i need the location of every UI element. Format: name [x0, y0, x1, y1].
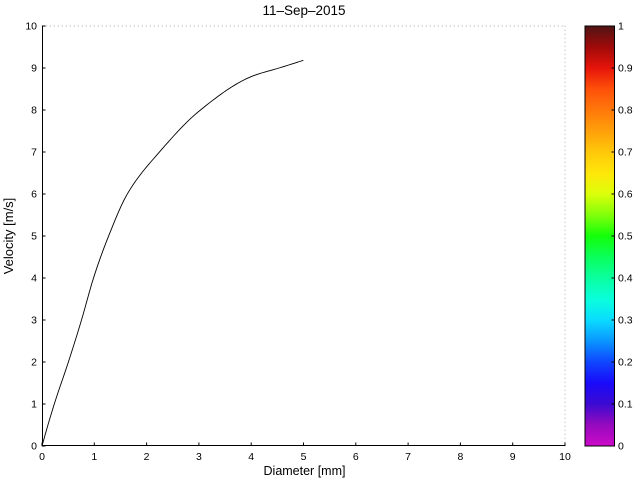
svg-text:1: 1: [91, 451, 97, 463]
svg-text:0.8: 0.8: [618, 105, 633, 117]
svg-text:0.9: 0.9: [618, 63, 633, 75]
svg-text:7: 7: [405, 451, 411, 463]
svg-text:11–Sep–2015: 11–Sep–2015: [262, 3, 345, 18]
svg-text:0.2: 0.2: [618, 357, 633, 369]
svg-text:4: 4: [248, 451, 254, 463]
svg-text:0: 0: [31, 441, 37, 453]
svg-text:3: 3: [196, 451, 202, 463]
svg-text:9: 9: [510, 451, 516, 463]
svg-text:6: 6: [31, 189, 37, 201]
svg-text:10: 10: [559, 451, 571, 463]
svg-text:10: 10: [25, 21, 37, 33]
svg-text:2: 2: [31, 357, 37, 369]
svg-text:Diameter [mm]: Diameter [mm]: [264, 464, 346, 478]
svg-text:0: 0: [39, 451, 45, 463]
svg-text:5: 5: [31, 231, 37, 243]
svg-text:6: 6: [353, 451, 359, 463]
svg-text:9: 9: [31, 63, 37, 75]
svg-text:0.7: 0.7: [618, 147, 633, 159]
svg-text:0.3: 0.3: [618, 315, 633, 327]
svg-text:0.5: 0.5: [618, 231, 633, 243]
svg-text:8: 8: [457, 451, 463, 463]
svg-text:4: 4: [31, 273, 37, 285]
svg-text:Velocity [m/s]: Velocity [m/s]: [1, 198, 16, 275]
svg-text:0.4: 0.4: [618, 273, 633, 285]
svg-text:0: 0: [618, 441, 624, 453]
svg-text:0.6: 0.6: [618, 189, 633, 201]
svg-text:3: 3: [31, 315, 37, 327]
svg-text:2: 2: [144, 451, 150, 463]
svg-text:1: 1: [618, 21, 624, 33]
svg-text:1: 1: [31, 399, 37, 411]
svg-text:5: 5: [301, 451, 307, 463]
svg-text:8: 8: [31, 105, 37, 117]
svg-text:7: 7: [31, 147, 37, 159]
svg-text:0.1: 0.1: [618, 399, 633, 411]
